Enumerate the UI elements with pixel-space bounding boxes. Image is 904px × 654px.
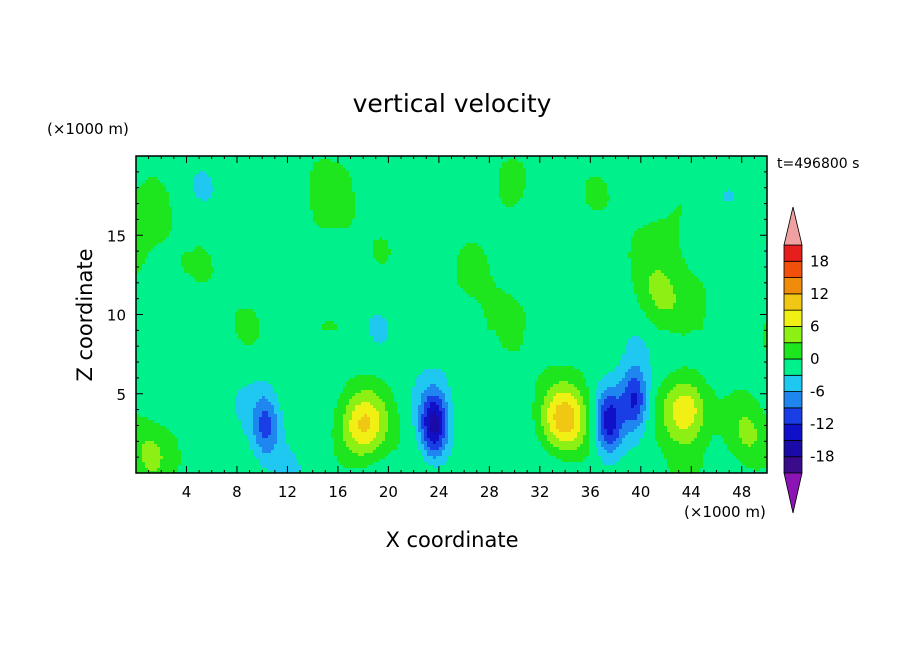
time-label: t=496800 s [777,156,859,172]
contour-field [136,156,770,475]
chart-title: vertical velocity [353,89,552,118]
y-unit-label: (×1000 m) [47,120,129,138]
